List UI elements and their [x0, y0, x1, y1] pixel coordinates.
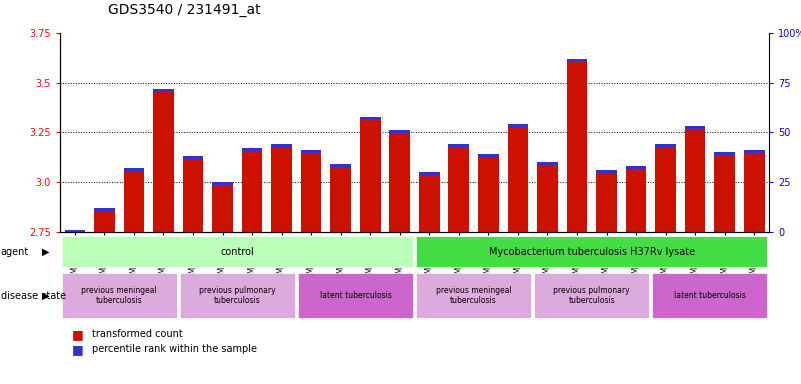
Text: ▶: ▶ — [42, 247, 49, 257]
Bar — [62, 273, 177, 318]
Bar — [301, 151, 321, 232]
Bar — [744, 151, 764, 153]
Bar — [652, 273, 767, 318]
Text: transformed count: transformed count — [92, 329, 183, 339]
Bar — [416, 236, 767, 267]
Text: previous pulmonary
tuberculosis: previous pulmonary tuberculosis — [553, 286, 630, 305]
Text: disease state: disease state — [1, 291, 66, 301]
Text: previous meningeal
tuberculosis: previous meningeal tuberculosis — [81, 286, 157, 305]
Bar — [62, 236, 413, 267]
Bar — [508, 124, 528, 232]
Bar — [478, 154, 499, 157]
Bar — [508, 124, 528, 127]
Bar — [242, 149, 263, 232]
Bar — [360, 116, 380, 232]
Bar — [626, 166, 646, 232]
Bar — [685, 126, 706, 129]
Bar — [212, 182, 233, 185]
Bar — [360, 116, 380, 119]
Text: ■: ■ — [72, 328, 84, 341]
Bar — [478, 154, 499, 232]
Bar — [212, 182, 233, 232]
Bar — [537, 162, 557, 165]
Bar — [330, 164, 351, 167]
Bar — [94, 209, 115, 211]
Bar — [714, 152, 735, 232]
Bar — [626, 166, 646, 169]
Bar — [685, 126, 706, 232]
Bar — [655, 144, 676, 147]
Text: Mycobacterium tuberculosis H37Rv lysate: Mycobacterium tuberculosis H37Rv lysate — [489, 247, 694, 257]
Text: latent tuberculosis: latent tuberculosis — [320, 291, 392, 300]
Text: latent tuberculosis: latent tuberculosis — [674, 291, 746, 300]
Text: previous pulmonary
tuberculosis: previous pulmonary tuberculosis — [199, 286, 276, 305]
Bar — [714, 152, 735, 155]
Bar — [301, 151, 321, 153]
Bar — [272, 144, 292, 232]
Text: previous meningeal
tuberculosis: previous meningeal tuberculosis — [436, 286, 512, 305]
Bar — [449, 144, 469, 147]
Bar — [389, 131, 410, 232]
Bar — [242, 149, 263, 151]
Bar — [449, 144, 469, 232]
Bar — [153, 89, 174, 232]
Bar — [298, 273, 413, 318]
Bar — [534, 273, 650, 318]
Bar — [153, 89, 174, 91]
Bar — [330, 164, 351, 232]
Bar — [123, 169, 144, 232]
Bar — [179, 273, 295, 318]
Bar — [419, 172, 440, 232]
Bar — [123, 169, 144, 171]
Bar — [65, 230, 85, 232]
Bar — [744, 151, 764, 232]
Bar — [65, 230, 85, 233]
Text: GDS3540 / 231491_at: GDS3540 / 231491_at — [108, 3, 261, 17]
Bar — [537, 162, 557, 232]
Bar — [655, 144, 676, 232]
Bar — [94, 209, 115, 232]
Bar — [566, 59, 587, 232]
Bar — [419, 172, 440, 175]
Bar — [272, 144, 292, 147]
Bar — [416, 273, 531, 318]
Bar — [183, 156, 203, 159]
Bar — [566, 59, 587, 61]
Bar — [183, 156, 203, 232]
Text: control: control — [220, 247, 254, 257]
Text: ■: ■ — [72, 343, 84, 356]
Bar — [596, 170, 617, 232]
Bar — [389, 131, 410, 133]
Text: agent: agent — [1, 247, 29, 257]
Text: ▶: ▶ — [42, 291, 49, 301]
Bar — [596, 170, 617, 173]
Text: percentile rank within the sample: percentile rank within the sample — [92, 344, 257, 354]
